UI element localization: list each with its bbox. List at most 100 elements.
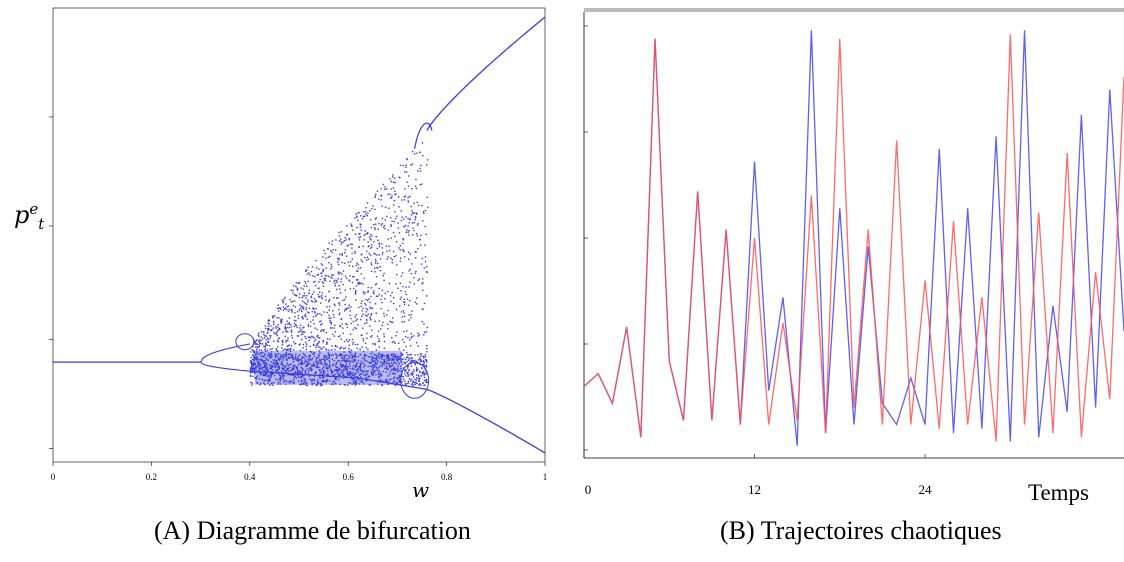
chaos-point [319,278,321,281]
chaos-point [338,259,340,261]
chaos-point [280,371,283,374]
chaos-point [422,154,424,157]
chaos-point [370,353,372,355]
chaos-point [292,289,294,292]
chaos-point [375,349,378,351]
chaos-point [296,369,299,371]
chaos-point [298,376,300,378]
chaos-point [266,358,268,360]
chaos-point [362,327,364,329]
chaos-point [390,188,392,190]
chaos-point [396,264,398,266]
chaos-point [397,376,399,379]
chaos-point [389,320,391,323]
chaos-point [374,361,376,363]
chaos-point [352,361,354,363]
chaos-point [399,164,402,167]
chaos-point [405,216,407,218]
chaos-point [422,382,424,384]
chaos-point [364,353,366,356]
chaos-point [410,214,413,216]
chaos-point [317,366,319,369]
chaos-point [260,331,263,333]
chaos-point [356,343,359,346]
chaos-point [322,269,325,271]
chaos-point [354,343,357,346]
chaos-point [336,366,339,368]
chaos-point [414,257,417,259]
chaos-point [334,365,337,367]
chaos-point [405,231,407,233]
chaos-point [404,335,407,338]
chaos-point [330,354,333,356]
chaos-point [399,305,401,307]
chaos-point [421,142,424,144]
chaos-point [415,367,418,369]
chaos-point [326,363,329,366]
chaos-point [378,340,381,342]
chaos-point [355,383,358,385]
chaos-point [392,355,394,357]
chaos-point [348,344,351,346]
x-axis-label-b: Temps [1028,480,1089,505]
chaos-point [366,315,368,317]
chaos-point [315,384,318,387]
chaos-point [368,236,371,238]
chaos-point [406,298,409,300]
chaos-point [268,327,270,330]
chaos-point [286,359,288,361]
chaos-point [357,368,360,370]
chaos-point [328,360,331,362]
chaos-point [374,218,377,220]
chaos-point [394,355,396,357]
chaos-point [284,348,286,350]
chaos-point [350,353,352,356]
chaos-point [251,382,254,384]
chaos-point [326,341,328,343]
chaos-point [360,254,363,256]
chaos-point [396,273,398,276]
chaos-point [387,362,389,365]
chaos-point [354,355,356,357]
chaos-point [313,363,315,366]
chaos-point [345,308,348,311]
chaos-point [260,351,262,354]
chaos-point [347,384,349,386]
chaos-point [329,366,331,368]
chaos-point [363,302,366,305]
chaos-point [372,374,374,377]
chaos-point [348,339,351,341]
chaos-point [377,373,380,375]
chaos-point [374,196,376,198]
chaos-point [305,382,308,385]
chaos-point [345,234,348,236]
chaos-point [394,354,397,356]
chaos-point [370,287,373,289]
chaos-point [318,340,320,343]
chaos-point [282,355,285,358]
chaos-point [252,375,254,378]
chaos-point [415,270,417,273]
chaos-point [383,333,385,335]
chaos-point [328,363,331,366]
series-line-blue [583,30,1124,446]
chaos-point [295,356,297,359]
chaos-point [351,360,353,362]
chaos-point [370,233,372,236]
chaos-point [328,314,330,317]
chaos-point [370,361,373,364]
chaos-point [369,384,372,386]
chaos-point [386,215,388,218]
chaos-point [426,271,429,273]
chaos-point [355,356,357,358]
chaos-point [284,335,286,338]
chaos-point [277,326,279,328]
chaos-point [323,370,326,372]
chaos-point [394,235,396,238]
chaos-point [343,375,346,378]
chaos-point [307,266,309,268]
chaos-point [334,282,336,285]
chaos-point [313,291,315,293]
chaos-point [407,373,409,376]
chaos-point [286,305,289,308]
